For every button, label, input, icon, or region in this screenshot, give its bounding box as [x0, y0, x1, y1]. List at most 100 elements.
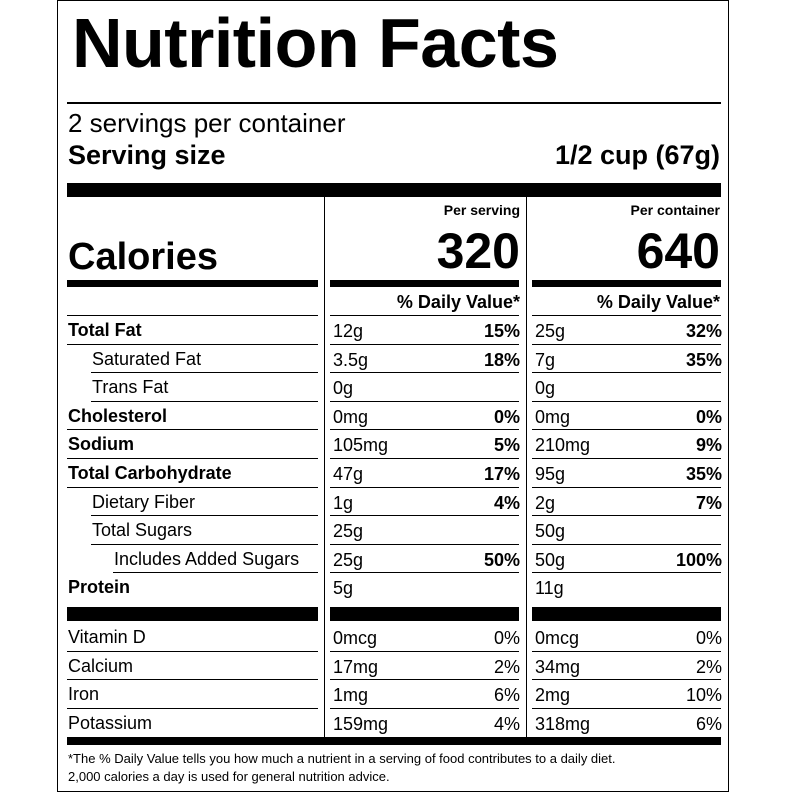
nutrient-amount: 11g [535, 578, 564, 599]
mineral-daily-value: 6% [493, 685, 520, 706]
calories-rule-label [67, 280, 318, 287]
nutrient-label: Includes Added Sugars [114, 548, 300, 569]
row-rule [330, 572, 519, 574]
nutrition-label [57, 0, 729, 792]
nutrient-amount: 7g [535, 349, 556, 370]
nutrient-label: Cholesterol [68, 405, 168, 426]
row-rule [532, 315, 721, 316]
nutrient-amount: 12g [333, 321, 364, 341]
calories-label: Calories [68, 236, 218, 278]
row-rule [67, 343, 318, 345]
serving-size-value: 1/2 cup (67g) [554, 140, 720, 170]
row-rule [532, 515, 721, 517]
row-rule [532, 458, 721, 459]
nutrient-amount: 25g [535, 321, 566, 341]
row-rule [330, 679, 519, 681]
mineral-daily-value: 0% [493, 628, 520, 648]
row-rule [67, 458, 318, 459]
column-heading-per-container: Per container [630, 202, 720, 218]
nutrient-amount: 47g [333, 464, 364, 484]
nutrient-label: Sodium [68, 434, 134, 455]
nutrient-amount: 2g [535, 492, 556, 513]
mineral-label: Calcium [68, 655, 134, 676]
footnote-line-1: *The % Daily Value tells you how much a … [68, 751, 616, 766]
row-rule [330, 458, 519, 459]
mineral-daily-value: 4% [493, 713, 520, 734]
nutrient-daily-value: 15% [483, 321, 520, 341]
row-rule [330, 515, 519, 517]
nutrient-amount: 210mg [535, 435, 591, 456]
mineral-label: Iron [68, 684, 100, 705]
nutrient-daily-value: 4% [493, 492, 520, 513]
nutrient-daily-value: 35% [685, 464, 722, 484]
mineral-daily-value: 0% [695, 628, 722, 648]
nutrient-amount: 3.5g [333, 349, 369, 370]
row-rule [330, 343, 519, 345]
title-rule [67, 102, 721, 104]
nutrient-amount: 105mg [333, 435, 389, 456]
row-rule [330, 400, 519, 402]
mineral-amount: 34mg [535, 656, 581, 677]
nutrient-daily-value: 35% [685, 349, 722, 370]
mineral-amount: 318mg [535, 713, 591, 734]
serving-size-label: Serving size [68, 140, 226, 170]
mineral-daily-value: 10% [685, 685, 722, 706]
nutrient-label: Saturated Fat [92, 348, 202, 369]
row-rule [532, 572, 721, 574]
column-heading-per-serving: Per serving [443, 202, 520, 218]
nutrient-daily-value: 0% [695, 406, 722, 427]
mineral-label: Potassium [68, 712, 153, 733]
calories-per-container: 640 [636, 223, 720, 279]
thick-rule-bottom [67, 737, 721, 745]
mineral-daily-value: 2% [695, 656, 722, 677]
row-rule [91, 400, 318, 402]
row-rule [113, 572, 318, 574]
row-rule [330, 315, 519, 316]
row-rule [532, 400, 721, 402]
mineral-amount: 1mg [333, 685, 369, 706]
nutrient-daily-value: 18% [483, 349, 520, 370]
mineral-amount: 17mg [333, 656, 379, 677]
calories-rule-serving [330, 280, 519, 287]
row-rule [67, 679, 318, 681]
nutrient-daily-value: 7% [695, 492, 722, 513]
mineral-amount: 0mcg [535, 628, 580, 648]
nutrient-amount: 0g [535, 378, 556, 399]
row-rule [532, 343, 721, 345]
label-title: Nutrition Facts [72, 4, 559, 82]
nutrient-amount: 25g [333, 521, 364, 542]
servings-per-container: 2 servings per container [68, 108, 346, 138]
footnote-line-2: 2,000 calories a day is used for general… [68, 769, 390, 784]
nutrient-amount: 5g [333, 578, 354, 599]
daily-value-heading-container: % Daily Value* [596, 292, 720, 312]
row-rule [532, 707, 721, 709]
nutrient-label: Dietary Fiber [92, 491, 196, 512]
mineral-amount: 0mcg [333, 628, 378, 648]
nutrient-daily-value: 32% [685, 321, 722, 341]
row-rule [330, 372, 519, 374]
row-rule [330, 543, 519, 545]
row-rule [330, 650, 519, 652]
row-rule [532, 486, 721, 488]
row-rule [67, 429, 318, 431]
nutrient-label: Total Fat [68, 320, 142, 340]
column-divider-left [324, 197, 325, 744]
mineral-daily-value: 2% [493, 656, 520, 677]
nutrient-amount: 25g [333, 549, 364, 570]
mineral-amount: 159mg [333, 713, 389, 734]
row-rule [67, 650, 318, 652]
nutrient-label: Trans Fat [92, 377, 169, 398]
row-rule [532, 429, 721, 431]
row-rule [532, 650, 721, 652]
row-rule [91, 515, 318, 517]
row-rule [67, 707, 318, 709]
nutrient-amount: 1g [333, 492, 354, 513]
row-rule [67, 315, 318, 316]
row-rule [91, 543, 318, 545]
row-rule [67, 486, 318, 488]
column-divider-right [526, 197, 527, 744]
nutrient-daily-value: 5% [493, 435, 520, 456]
nutrient-amount: 0mg [333, 406, 369, 427]
row-rule [330, 429, 519, 431]
row-rule [91, 372, 318, 374]
